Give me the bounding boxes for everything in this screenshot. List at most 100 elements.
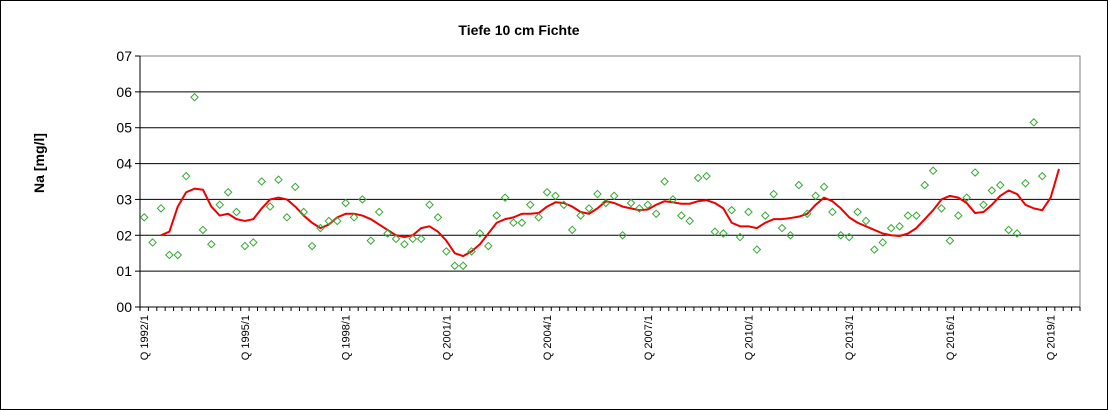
data-point-marker xyxy=(794,180,804,190)
data-point-marker xyxy=(332,216,342,226)
data-point-marker xyxy=(492,211,502,220)
y-tick-label: 00 xyxy=(116,299,132,315)
data-point-marker xyxy=(870,245,879,254)
chart-title: Tiefe 10 cm Fichte xyxy=(458,22,579,38)
data-point-marker xyxy=(677,211,686,220)
y-tick-label: 05 xyxy=(116,120,132,136)
data-point-marker xyxy=(416,234,426,244)
data-point-marker xyxy=(139,213,149,222)
data-point-marker xyxy=(282,213,292,222)
data-point-marker xyxy=(786,230,795,240)
data-point-marker xyxy=(593,189,602,199)
x-tick-label: Q 2004/1 xyxy=(542,315,554,360)
data-point-marker xyxy=(290,182,300,192)
data-point-marker xyxy=(500,193,510,202)
x-tick-label: Q 2007/1 xyxy=(643,315,655,360)
data-point-marker xyxy=(576,211,585,220)
data-point-marker xyxy=(173,250,183,260)
data-point-marker xyxy=(702,171,711,181)
data-point-marker xyxy=(442,247,451,256)
y-tick-label: 01 xyxy=(116,263,132,279)
data-point-marker xyxy=(534,213,543,222)
x-tick-label: Q 2001/1 xyxy=(441,315,453,360)
y-tick-label: 04 xyxy=(116,156,132,172)
data-point-marker xyxy=(450,261,460,271)
data-point-marker xyxy=(248,238,258,247)
data-point-marker xyxy=(903,211,913,220)
data-point-marker xyxy=(433,213,443,222)
data-point-marker xyxy=(987,186,997,195)
data-point-marker xyxy=(609,191,619,201)
data-point-marker xyxy=(995,180,1005,190)
data-point-marker xyxy=(190,92,199,102)
data-point-marker xyxy=(425,200,434,210)
data-point-marker xyxy=(643,200,653,210)
x-tick-label: Q 1992/1 xyxy=(139,315,151,360)
data-point-marker xyxy=(760,211,770,220)
data-point-marker xyxy=(920,180,930,190)
data-point-marker xyxy=(945,236,955,245)
data-point-marker xyxy=(710,227,720,237)
data-point-marker xyxy=(962,193,972,202)
data-point-marker xyxy=(551,191,560,201)
data-point-marker xyxy=(802,209,812,219)
data-point-marker xyxy=(316,223,325,233)
x-tick-label: Q 2016/1 xyxy=(945,315,957,360)
data-point-marker xyxy=(744,207,753,217)
data-point-marker xyxy=(207,239,216,249)
data-point-marker xyxy=(341,198,350,208)
data-point-marker xyxy=(483,241,493,251)
data-point-marker xyxy=(752,245,762,254)
data-point-marker xyxy=(693,173,703,183)
data-point-marker xyxy=(307,241,317,251)
data-point-marker xyxy=(727,205,737,215)
data-point-marker xyxy=(509,218,518,228)
data-point-marker xyxy=(232,207,241,217)
data-point-marker xyxy=(324,216,334,226)
data-point-marker xyxy=(358,195,367,204)
y-tick-label: 02 xyxy=(116,227,132,243)
data-point-marker xyxy=(274,175,283,185)
data-point-marker xyxy=(953,211,963,220)
data-point-marker xyxy=(584,204,594,213)
data-point-marker xyxy=(542,187,552,197)
data-point-marker xyxy=(299,207,308,217)
data-point-marker xyxy=(861,216,871,226)
data-point-marker xyxy=(1037,171,1047,181)
data-point-marker xyxy=(735,232,745,242)
data-point-marker xyxy=(400,239,409,249)
data-point-marker xyxy=(651,209,661,219)
data-point-marker xyxy=(148,238,157,247)
x-axis-ticks: Q 1992/1 Q 1995/1 Q 1998/1 Q 2001/1 Q 2004/1… xyxy=(139,307,1081,360)
data-point-marker xyxy=(937,204,946,213)
data-point-marker xyxy=(668,195,678,204)
x-tick-label: Q 1998/1 xyxy=(341,315,353,360)
data-point-marker xyxy=(257,177,267,186)
data-point-marker xyxy=(895,222,904,231)
y-axis-label: Na [mg/l] xyxy=(31,133,47,193)
data-point-marker xyxy=(811,191,820,201)
data-point-marker xyxy=(601,198,611,208)
data-point-marker xyxy=(828,207,837,217)
data-point-marker xyxy=(475,229,485,238)
data-point-marker xyxy=(223,187,233,197)
data-point-marker xyxy=(265,202,275,211)
data-point-marker xyxy=(718,229,728,238)
data-point-marker xyxy=(626,198,636,208)
data-point-marker xyxy=(567,225,577,235)
data-point-marker xyxy=(408,234,418,244)
x-tick-label: Q 2010/1 xyxy=(743,315,755,360)
data-point-marker xyxy=(240,241,250,251)
data-point-marker xyxy=(685,216,695,226)
data-point-marker xyxy=(525,200,535,210)
data-point-marker xyxy=(517,218,527,228)
data-point-marker xyxy=(853,207,862,217)
x-tick-label: Q 2019/1 xyxy=(1046,315,1058,360)
data-point-marker xyxy=(1012,229,1022,238)
data-point-marker xyxy=(844,232,854,242)
y-tick-label: 07 xyxy=(116,48,132,64)
data-point-marker xyxy=(156,204,166,213)
data-point-marker xyxy=(886,223,896,233)
